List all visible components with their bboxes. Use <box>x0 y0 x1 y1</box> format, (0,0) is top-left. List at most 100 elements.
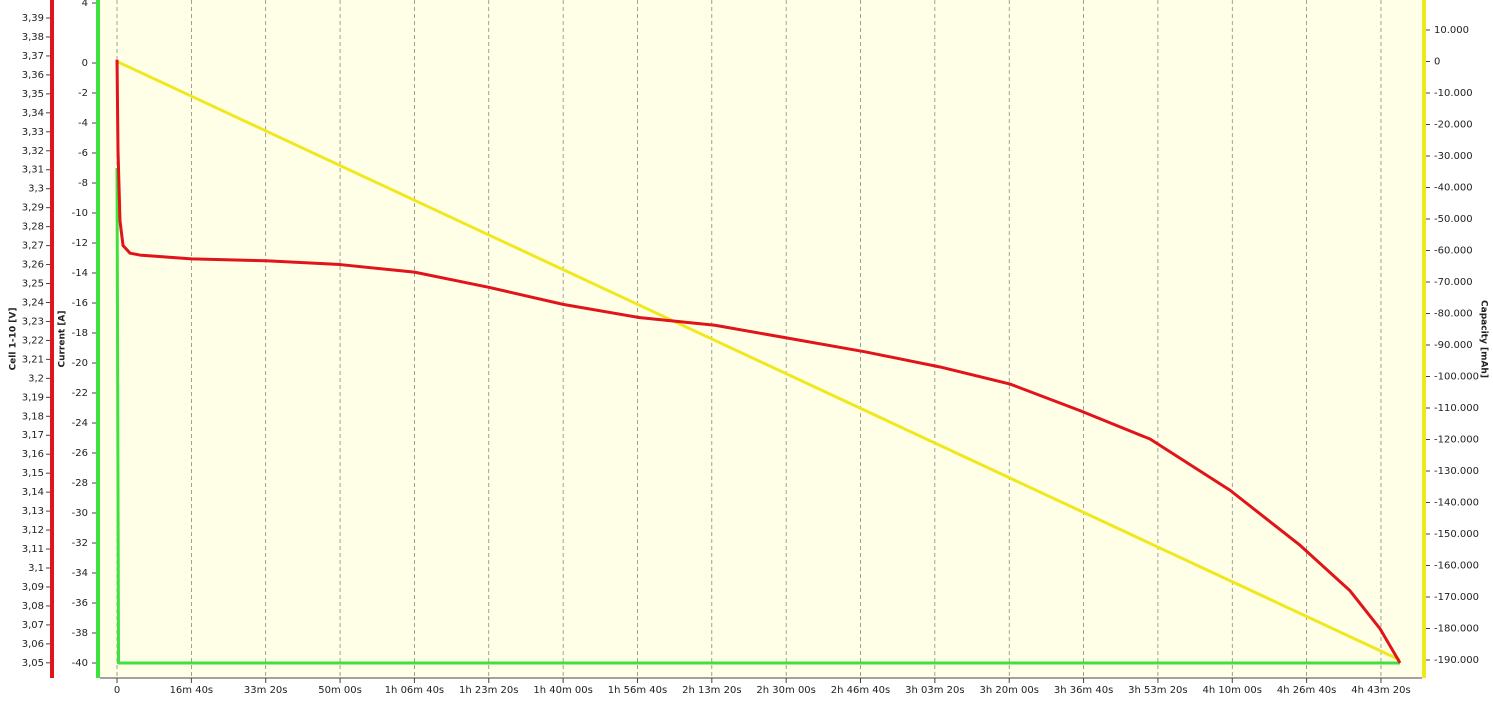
y-tick-label: 3,2 <box>28 373 44 384</box>
y-tick-label: 3,08 <box>22 601 44 612</box>
y3-tick-label: -14 <box>72 268 88 279</box>
x-tick-label: 0 <box>114 685 120 696</box>
y3-tick-label: -24 <box>72 418 88 429</box>
y-tick-label: 3,09 <box>22 582 44 593</box>
y3-tick-label: -22 <box>72 388 88 399</box>
y-tick-label: 3,06 <box>22 639 44 650</box>
y3-tick-label: -38 <box>72 628 88 639</box>
y-tick-label: 3,37 <box>22 51 44 62</box>
y2-tick-label: -70.000 <box>1434 277 1473 288</box>
series-line <box>115 167 1400 665</box>
y3-tick-label: -2 <box>78 88 88 99</box>
y-tick-label: 3,07 <box>22 620 44 631</box>
y-tick-label: 3,23 <box>22 316 44 327</box>
y3-tick-label: -36 <box>72 598 88 609</box>
y-tick-label: 3,38 <box>22 32 44 43</box>
y2-tick-label: -170.000 <box>1434 592 1479 603</box>
y-tick-label: 3,34 <box>22 108 44 119</box>
x-tick-label: 4h 10m 00s <box>1203 685 1262 696</box>
x-tick-label: 1h 56m 40s <box>608 685 667 696</box>
y-tick-label: 3,3 <box>28 184 44 195</box>
y3-tick-label: -6 <box>78 148 88 159</box>
y3-tick-label: -40 <box>72 658 88 669</box>
y3-tick-label: -32 <box>72 538 88 549</box>
x-tick-label: 16m 40s <box>170 685 214 696</box>
x-tick-label: 2h 30m 00s <box>756 685 815 696</box>
y3-axis-title: Current [A] <box>58 310 68 367</box>
y-tick-label: 3,17 <box>22 430 44 441</box>
y2-tick-label: -80.000 <box>1434 309 1473 320</box>
y2-tick-label: -110.000 <box>1434 403 1479 414</box>
y2-tick-label: -130.000 <box>1434 466 1479 477</box>
x-tick-label: 2h 46m 40s <box>831 685 890 696</box>
x-tick-label: 3h 20m 00s <box>979 685 1038 696</box>
y2-tick-label: -140.000 <box>1434 498 1479 509</box>
x-tick-label: 3h 36m 40s <box>1054 685 1113 696</box>
y2-tick-label: -150.000 <box>1434 529 1479 540</box>
y-tick-label: 3,22 <box>22 335 44 346</box>
y3-tick-label: -28 <box>72 478 88 489</box>
series-line <box>116 60 1401 662</box>
y3-tick-label: -8 <box>78 178 88 189</box>
y-tick-label: 3,11 <box>22 544 44 555</box>
y3-axis-bar <box>96 0 100 678</box>
y3-tick-label: -16 <box>72 298 88 309</box>
y2-tick-label: -120.000 <box>1434 435 1479 446</box>
x-tick-label: 1h 23m 20s <box>459 685 518 696</box>
y3-tick-label: 4 <box>82 0 88 9</box>
x-tick-label: 33m 20s <box>244 685 288 696</box>
y-tick-label: 3,35 <box>22 89 44 100</box>
y2-axis-title: Capacity [mAh] <box>1479 300 1489 378</box>
y3-tick-label: -20 <box>72 358 88 369</box>
y-tick-label: 3,31 <box>22 165 44 176</box>
x-tick-label: 1h 40m 00s <box>533 685 592 696</box>
y3-tick-label: -34 <box>72 568 88 579</box>
y3-tick-label: -12 <box>72 238 88 249</box>
x-tick-label: 50m 00s <box>318 685 362 696</box>
y-tick-label: 3,24 <box>22 297 44 308</box>
y2-tick-label: 0 <box>1434 57 1440 68</box>
y-tick-label: 3,32 <box>22 146 44 157</box>
y3-tick-label: -30 <box>72 508 88 519</box>
y2-tick-label: -190.000 <box>1434 655 1479 666</box>
y-tick-label: 3,18 <box>22 411 44 422</box>
y-tick-label: 3,16 <box>22 449 44 460</box>
y2-tick-label: -180.000 <box>1434 624 1479 635</box>
y2-tick-label: -60.000 <box>1434 246 1473 257</box>
series-line <box>115 59 1402 664</box>
y-axis-bar <box>50 0 54 678</box>
x-tick-label: 3h 03m 20s <box>905 685 964 696</box>
x-tick-label: 4h 26m 40s <box>1277 685 1336 696</box>
plot-area <box>100 0 1422 678</box>
y2-tick-label: -100.000 <box>1434 372 1479 383</box>
y-tick-label: 3,39 <box>22 13 44 24</box>
y-tick-label: 3,05 <box>22 658 44 669</box>
y2-tick-label: -20.000 <box>1434 120 1473 131</box>
y2-tick-label: -30.000 <box>1434 151 1473 162</box>
x-tick-label: 2h 13m 20s <box>682 685 741 696</box>
y2-tick-label: -50.000 <box>1434 214 1473 225</box>
y3-tick-label: -10 <box>72 208 88 219</box>
y-tick-label: 3,13 <box>22 506 44 517</box>
y-tick-label: 3,33 <box>22 127 44 138</box>
y3-tick-label: 0 <box>82 58 88 69</box>
y3-tick-label: -26 <box>72 448 88 459</box>
x-tick-label: 1h 06m 40s <box>385 685 444 696</box>
y-tick-label: 3,21 <box>22 354 44 365</box>
y2-tick-label: -160.000 <box>1434 561 1479 572</box>
x-tick-label: 3h 53m 20s <box>1128 685 1187 696</box>
y-tick-label: 3,28 <box>22 222 44 233</box>
y2-tick-label: -90.000 <box>1434 340 1473 351</box>
x-tick-label: 4h 43m 20s <box>1351 685 1410 696</box>
y-tick-label: 3,19 <box>22 392 44 403</box>
y-tick-label: 3,15 <box>22 468 44 479</box>
y3-tick-label: -18 <box>72 328 88 339</box>
y-tick-label: 3,26 <box>22 260 44 271</box>
y3-tick-label: -4 <box>78 118 88 129</box>
y-tick-label: 3,36 <box>22 70 44 81</box>
y2-tick-label: -40.000 <box>1434 183 1473 194</box>
y-tick-label: 3,25 <box>22 279 44 290</box>
y2-axis-bar <box>1422 0 1426 678</box>
y-tick-label: 3,1 <box>28 563 44 574</box>
